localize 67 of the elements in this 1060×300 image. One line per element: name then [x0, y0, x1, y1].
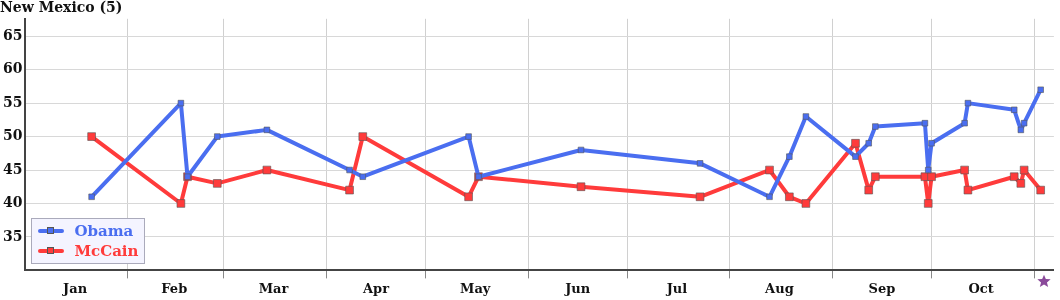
y-tick-label: 50	[3, 127, 23, 144]
point	[864, 185, 873, 195]
point	[176, 199, 186, 208]
point	[964, 99, 972, 107]
point	[345, 185, 354, 195]
point	[872, 123, 879, 130]
point	[871, 172, 880, 181]
point	[263, 126, 271, 134]
point	[852, 153, 859, 160]
point	[851, 139, 860, 148]
x-tick-label: Jan	[62, 280, 88, 296]
point	[359, 173, 366, 180]
point	[1017, 126, 1024, 134]
point	[1021, 120, 1028, 127]
y-tick-label: 40	[3, 194, 23, 211]
point	[963, 185, 973, 195]
point	[1019, 165, 1029, 175]
point	[695, 192, 705, 201]
chart-title: New Mexico (5)	[0, 0, 123, 16]
point	[1036, 185, 1045, 195]
point	[766, 193, 773, 200]
point	[961, 120, 968, 127]
point	[465, 133, 472, 140]
x-tick-label: Feb	[161, 280, 188, 296]
point	[358, 132, 367, 141]
y-tick-label: 55	[3, 93, 23, 110]
point	[1010, 172, 1019, 181]
x-tick-label: Oct	[968, 280, 994, 296]
point	[214, 133, 221, 140]
x-tick-label: Sep	[868, 280, 896, 296]
point	[1011, 106, 1018, 113]
point	[865, 140, 872, 147]
point	[801, 199, 811, 208]
y-tick-label: 45	[3, 160, 23, 177]
point	[262, 165, 272, 175]
point	[924, 199, 933, 208]
x-tick-label: Apr	[361, 280, 390, 296]
point	[921, 120, 929, 127]
point	[87, 132, 96, 141]
point	[785, 192, 794, 201]
point	[925, 166, 932, 174]
x-tick-label: Jun	[564, 280, 591, 296]
point	[765, 165, 774, 175]
point	[927, 172, 936, 181]
point	[464, 192, 473, 201]
point	[88, 193, 95, 200]
x-tick-label: Jul	[665, 280, 688, 296]
x-tick-label: Aug	[764, 280, 794, 296]
x-tick-label: May	[460, 280, 491, 296]
y-tick-label: 35	[3, 227, 23, 244]
point	[576, 182, 586, 191]
point	[960, 165, 969, 175]
point	[1016, 179, 1026, 188]
point	[696, 160, 704, 167]
y-tick-label: 60	[3, 60, 23, 77]
x-tick-label: Mar	[258, 280, 289, 296]
point	[1037, 86, 1044, 93]
point	[577, 146, 585, 154]
legend-label: McCain	[74, 242, 139, 261]
point	[346, 166, 353, 174]
point	[802, 113, 810, 120]
point	[928, 140, 935, 147]
point	[786, 153, 793, 160]
legend-label: Obama	[74, 222, 134, 241]
y-tick-label: 65	[3, 26, 23, 43]
point	[177, 99, 185, 107]
point	[213, 179, 222, 188]
